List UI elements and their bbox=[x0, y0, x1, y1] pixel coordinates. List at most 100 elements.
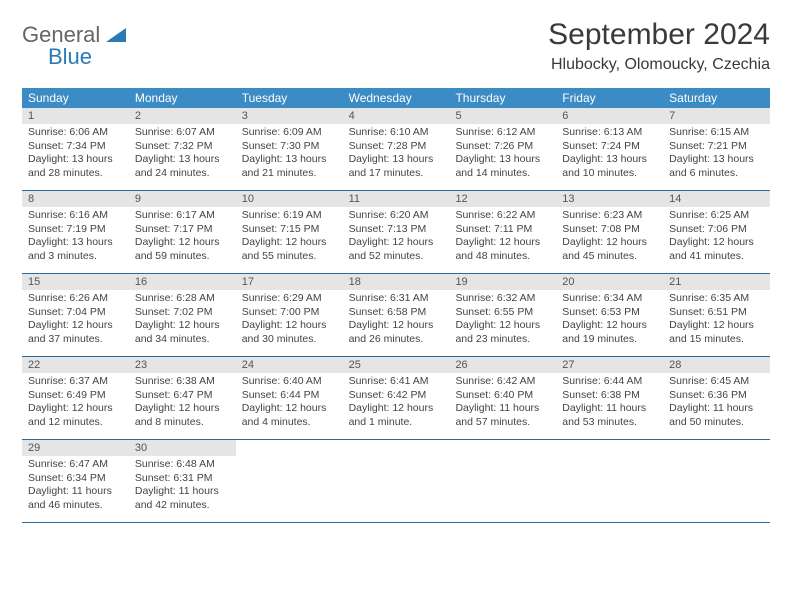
day-number: 10 bbox=[236, 191, 343, 207]
sunset-line: Sunset: 6:47 PM bbox=[135, 389, 230, 403]
day-number: 5 bbox=[449, 108, 556, 124]
day-header: Wednesday bbox=[343, 88, 450, 108]
sunrise-line: Sunrise: 6:38 AM bbox=[135, 375, 230, 389]
day-number: 17 bbox=[236, 274, 343, 290]
sunrise-line: Sunrise: 6:31 AM bbox=[349, 292, 444, 306]
sunset-line: Sunset: 6:36 PM bbox=[669, 389, 764, 403]
day-cell: 4Sunrise: 6:10 AMSunset: 7:28 PMDaylight… bbox=[343, 108, 450, 190]
day-number: 9 bbox=[129, 191, 236, 207]
logo-triangle-icon bbox=[106, 28, 126, 42]
sunset-line: Sunset: 7:19 PM bbox=[28, 223, 123, 237]
sunset-line: Sunset: 7:08 PM bbox=[562, 223, 657, 237]
day-header: Thursday bbox=[449, 88, 556, 108]
day-number: 2 bbox=[129, 108, 236, 124]
day-number: 26 bbox=[449, 357, 556, 373]
sunset-line: Sunset: 6:42 PM bbox=[349, 389, 444, 403]
sunrise-line: Sunrise: 6:22 AM bbox=[455, 209, 550, 223]
day-cell bbox=[236, 440, 343, 522]
day-cell: 28 Sunrise: 6:45 AMSunset: 6:36 PMDayligh… bbox=[663, 357, 770, 439]
sunset-line: Sunset: 7:28 PM bbox=[349, 140, 444, 154]
sunset-line: Sunset: 7:11 PM bbox=[455, 223, 550, 237]
sunset-line: Sunset: 6:51 PM bbox=[669, 306, 764, 320]
day-number: 12 bbox=[449, 191, 556, 207]
logo-line2: Blue bbox=[48, 46, 126, 68]
sunrise-line: Sunrise: 6:19 AM bbox=[242, 209, 337, 223]
day-cell: 16Sunrise: 6:28 AMSunset: 7:02 PMDayligh… bbox=[129, 274, 236, 356]
day-number: 18 bbox=[343, 274, 450, 290]
day-cell: 24Sunrise: 6:40 AMSunset: 6:44 PMDayligh… bbox=[236, 357, 343, 439]
daylight-line: Daylight: 12 hours and 55 minutes. bbox=[242, 236, 337, 263]
day-number: 21 bbox=[663, 274, 770, 290]
sunrise-line: Sunrise: 6:32 AM bbox=[455, 292, 550, 306]
daylight-line: Daylight: 11 hours and 50 minutes. bbox=[669, 402, 764, 429]
sunset-line: Sunset: 6:53 PM bbox=[562, 306, 657, 320]
day-number: 11 bbox=[343, 191, 450, 207]
sunrise-line: Sunrise: 6:48 AM bbox=[135, 458, 230, 472]
week-row: 22Sunrise: 6:37 AMSunset: 6:49 PMDayligh… bbox=[22, 357, 770, 440]
day-cell bbox=[663, 440, 770, 522]
day-body: Sunrise: 6:13 AMSunset: 7:24 PMDaylight:… bbox=[556, 124, 663, 185]
sunset-line: Sunset: 7:26 PM bbox=[455, 140, 550, 154]
sunset-line: Sunset: 7:02 PM bbox=[135, 306, 230, 320]
day-cell: 29Sunrise: 6:47 AMSunset: 6:34 PMDayligh… bbox=[22, 440, 129, 522]
day-header: Monday bbox=[129, 88, 236, 108]
daylight-line: Daylight: 13 hours and 10 minutes. bbox=[562, 153, 657, 180]
sunrise-line: Sunrise: 6:06 AM bbox=[28, 126, 123, 140]
sunset-line: Sunset: 7:13 PM bbox=[349, 223, 444, 237]
sunset-line: Sunset: 7:32 PM bbox=[135, 140, 230, 154]
sunset-line: Sunset: 7:06 PM bbox=[669, 223, 764, 237]
day-cell: 10 Sunrise: 6:19 AMSunset: 7:15 PMDayligh… bbox=[236, 191, 343, 273]
sunrise-line: Sunrise: 6:45 AM bbox=[669, 375, 764, 389]
daylight-line: Daylight: 12 hours and 52 minutes. bbox=[349, 236, 444, 263]
daylight-line: Daylight: 12 hours and 8 minutes. bbox=[135, 402, 230, 429]
day-number: 30 bbox=[129, 440, 236, 456]
day-body: Sunrise: 6:17 AMSunset: 7:17 PMDaylight:… bbox=[129, 207, 236, 268]
day-cell: 1Sunrise: 6:06 AMSunset: 7:34 PMDaylight… bbox=[22, 108, 129, 190]
sunrise-line: Sunrise: 6:26 AM bbox=[28, 292, 123, 306]
day-number: 28 bbox=[663, 357, 770, 373]
sunrise-line: Sunrise: 6:41 AM bbox=[349, 375, 444, 389]
daylight-line: Daylight: 11 hours and 46 minutes. bbox=[28, 485, 123, 512]
week-row: 1Sunrise: 6:06 AMSunset: 7:34 PMDaylight… bbox=[22, 108, 770, 191]
day-body: Sunrise: 6:44 AMSunset: 6:38 PMDaylight:… bbox=[556, 373, 663, 434]
day-cell: 27Sunrise: 6:44 AMSunset: 6:38 PMDayligh… bbox=[556, 357, 663, 439]
daylight-line: Daylight: 12 hours and 26 minutes. bbox=[349, 319, 444, 346]
day-cell: 23Sunrise: 6:38 AMSunset: 6:47 PMDayligh… bbox=[129, 357, 236, 439]
day-number: 24 bbox=[236, 357, 343, 373]
week-row: 29Sunrise: 6:47 AMSunset: 6:34 PMDayligh… bbox=[22, 440, 770, 523]
daylight-line: Daylight: 12 hours and 37 minutes. bbox=[28, 319, 123, 346]
sunset-line: Sunset: 6:31 PM bbox=[135, 472, 230, 486]
daylight-line: Daylight: 12 hours and 34 minutes. bbox=[135, 319, 230, 346]
daylight-line: Daylight: 12 hours and 48 minutes. bbox=[455, 236, 550, 263]
sunrise-line: Sunrise: 6:25 AM bbox=[669, 209, 764, 223]
day-number: 1 bbox=[22, 108, 129, 124]
day-body: Sunrise: 6:20 AMSunset: 7:13 PMDaylight:… bbox=[343, 207, 450, 268]
sunrise-line: Sunrise: 6:37 AM bbox=[28, 375, 123, 389]
sunset-line: Sunset: 7:15 PM bbox=[242, 223, 337, 237]
sunrise-line: Sunrise: 6:10 AM bbox=[349, 126, 444, 140]
day-header: Tuesday bbox=[236, 88, 343, 108]
day-number: 15 bbox=[22, 274, 129, 290]
day-body: Sunrise: 6:15 AMSunset: 7:21 PMDaylight:… bbox=[663, 124, 770, 185]
daylight-line: Daylight: 12 hours and 15 minutes. bbox=[669, 319, 764, 346]
day-body: Sunrise: 6:32 AMSunset: 6:55 PMDaylight:… bbox=[449, 290, 556, 351]
day-body: Sunrise: 6:06 AMSunset: 7:34 PMDaylight:… bbox=[22, 124, 129, 185]
day-number: 20 bbox=[556, 274, 663, 290]
day-body: Sunrise: 6:41 AMSunset: 6:42 PMDaylight:… bbox=[343, 373, 450, 434]
day-body: Sunrise: 6:40 AMSunset: 6:44 PMDaylight:… bbox=[236, 373, 343, 434]
day-cell: 3Sunrise: 6:09 AMSunset: 7:30 PMDaylight… bbox=[236, 108, 343, 190]
day-number: 22 bbox=[22, 357, 129, 373]
day-cell: 22Sunrise: 6:37 AMSunset: 6:49 PMDayligh… bbox=[22, 357, 129, 439]
day-cell: 30Sunrise: 6:48 AMSunset: 6:31 PMDayligh… bbox=[129, 440, 236, 522]
day-cell: 26Sunrise: 6:42 AMSunset: 6:40 PMDayligh… bbox=[449, 357, 556, 439]
day-body: Sunrise: 6:34 AMSunset: 6:53 PMDaylight:… bbox=[556, 290, 663, 351]
day-body: Sunrise: 6:23 AMSunset: 7:08 PMDaylight:… bbox=[556, 207, 663, 268]
sunrise-line: Sunrise: 6:09 AM bbox=[242, 126, 337, 140]
day-number: 16 bbox=[129, 274, 236, 290]
day-header: Sunday bbox=[22, 88, 129, 108]
daylight-line: Daylight: 13 hours and 6 minutes. bbox=[669, 153, 764, 180]
day-body: Sunrise: 6:16 AMSunset: 7:19 PMDaylight:… bbox=[22, 207, 129, 268]
logo-text: General Blue bbox=[22, 24, 126, 68]
day-body: Sunrise: 6:26 AMSunset: 7:04 PMDaylight:… bbox=[22, 290, 129, 351]
sunset-line: Sunset: 6:58 PM bbox=[349, 306, 444, 320]
